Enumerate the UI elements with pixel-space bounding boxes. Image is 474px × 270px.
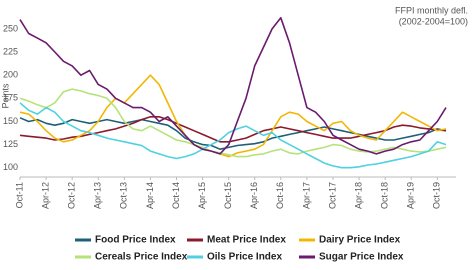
- legend-label: Sugar Price Index: [319, 252, 404, 263]
- legend-label: Food Price Index: [95, 235, 176, 246]
- annotation: (2002-2004=100): [399, 16, 468, 26]
- legend-label: Dairy Price Index: [319, 235, 401, 246]
- x-tick-label: Apr-18: [353, 182, 363, 209]
- y-tick-label: 200: [3, 70, 18, 80]
- x-tick-label: Apr-17: [301, 182, 311, 209]
- x-tick-label: Oct-12: [67, 182, 77, 209]
- series-line: [19, 88, 447, 158]
- y-axis-label: Points: [0, 83, 10, 109]
- x-tick-label: Oct-15: [223, 182, 233, 209]
- legend-label: Cereals Price Index: [95, 252, 188, 263]
- series-line: [19, 116, 447, 143]
- y-tick-label: 250: [3, 23, 18, 33]
- legend-label: Meat Price Index: [207, 235, 286, 246]
- y-tick-label: 175: [3, 93, 18, 103]
- y-tick-label: 225: [3, 46, 18, 56]
- x-tick-label: Apr-12: [40, 182, 50, 209]
- series-line: [19, 102, 447, 169]
- series-line: [19, 74, 447, 158]
- series-line: [19, 117, 447, 150]
- x-tick-label: Oct-17: [327, 182, 337, 209]
- y-tick-label: 150: [3, 116, 18, 126]
- x-tick-label: Oct-18: [380, 182, 390, 209]
- annotation: FFPI monthly defl.: [395, 5, 468, 15]
- x-tick-label: Apr-14: [145, 182, 155, 209]
- x-tick-label: Oct-14: [171, 182, 181, 209]
- x-tick-label: Oct-13: [119, 182, 129, 209]
- x-tick-label: Apr-19: [406, 182, 416, 209]
- x-tick-label: Apr-15: [197, 182, 207, 209]
- x-tick-label: Apr-13: [93, 182, 103, 209]
- y-tick-label: 125: [3, 139, 18, 149]
- legend-label: Oils Price Index: [207, 252, 282, 263]
- x-tick-label: Oct-11: [14, 182, 24, 208]
- series-line: [19, 17, 447, 155]
- x-tick-label: Oct-19: [432, 182, 442, 209]
- x-tick-label: Oct-16: [275, 182, 285, 209]
- y-tick-label: 100: [3, 162, 18, 172]
- x-tick-label: Apr-16: [249, 182, 259, 209]
